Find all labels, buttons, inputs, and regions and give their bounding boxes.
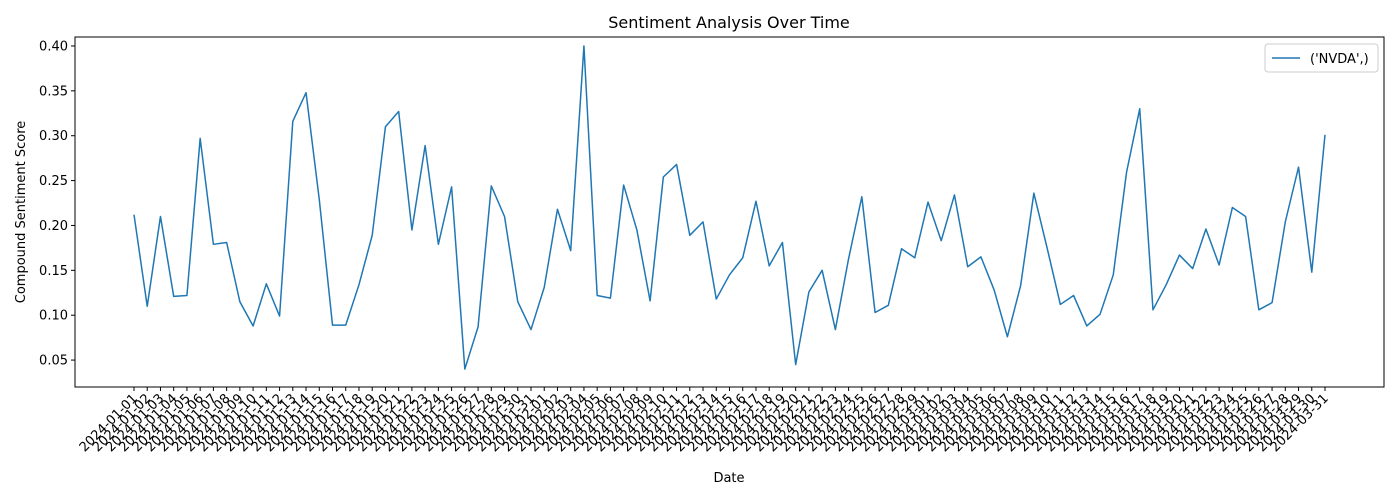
series-line-nvda [133,45,1326,370]
y-tick-label: 0.25 [39,174,68,189]
series-layer [133,45,1326,370]
y-axis: 0.05 0.10 0.15 0.20 0.25 0.30 0.35 0.40 [39,39,75,369]
y-tick-label: 0.35 [39,84,68,99]
y-tick-label: 0.05 [39,354,68,369]
legend-box [1264,43,1379,73]
legend: ('NVDA',) [1264,43,1379,73]
y-tick-label: 0.40 [39,39,68,54]
legend-label: ('NVDA',) [1310,52,1369,67]
y-tick-label: 0.10 [39,309,68,324]
plot-frame [74,36,1385,388]
y-axis-title: Compound Sentiment Score [14,121,29,304]
x-axis: 2024-01-012024-01-022024-01-032024-01-04… [77,387,1332,455]
y-tick-label: 0.15 [39,264,68,279]
chart-title: Sentiment Analysis Over Time [608,13,850,32]
y-tick-label: 0.20 [39,219,68,234]
x-axis-title: Date [713,471,744,486]
y-tick-label: 0.30 [39,129,68,144]
